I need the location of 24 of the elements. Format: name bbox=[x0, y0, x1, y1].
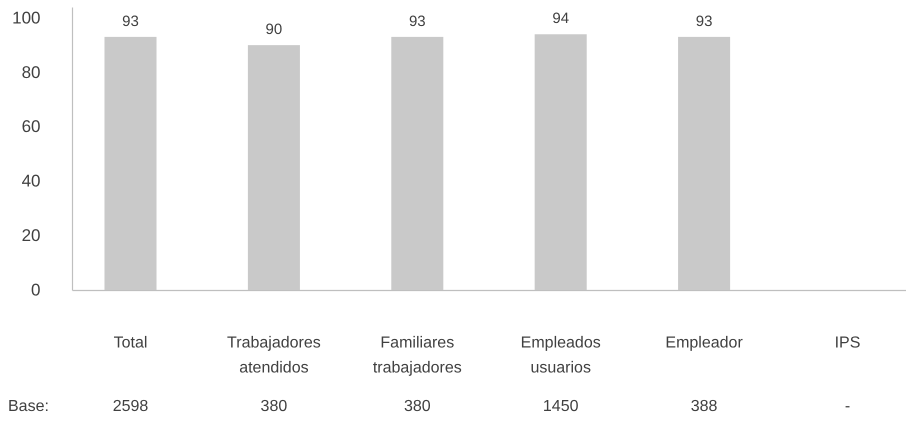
data-label: 94 bbox=[552, 10, 570, 28]
text: - bbox=[844, 398, 850, 415]
text: 2598 bbox=[112, 398, 148, 415]
data-label: 90 bbox=[266, 21, 282, 38]
text: 380 bbox=[260, 398, 288, 415]
x-tick-label: Trabajadores atendidos bbox=[227, 334, 321, 376]
x-tick-label: IPS bbox=[834, 334, 860, 352]
data-label: 93 bbox=[122, 12, 139, 30]
x-tick-label: Familiares trabajadores bbox=[372, 334, 462, 376]
text: 380 bbox=[404, 398, 431, 415]
x-tick-label: Total bbox=[114, 334, 148, 352]
data-label: 93 bbox=[408, 12, 426, 30]
y-tick-label: 0 bbox=[31, 280, 40, 300]
data-label: 93 bbox=[696, 12, 712, 30]
y-tick-label: 60 bbox=[22, 117, 40, 136]
y-tick-label: 40 bbox=[22, 172, 40, 191]
y-tick-label: 20 bbox=[22, 226, 40, 246]
x-tick-label: Empleados usuarios bbox=[520, 334, 601, 376]
y-tick-label: 80 bbox=[22, 62, 40, 82]
text: 1450 bbox=[542, 398, 579, 415]
text: 388 bbox=[690, 398, 718, 415]
x-tick-label: Empleador bbox=[665, 334, 744, 352]
y-tick-label: 100 bbox=[12, 8, 40, 28]
text: Base: bbox=[8, 398, 49, 415]
